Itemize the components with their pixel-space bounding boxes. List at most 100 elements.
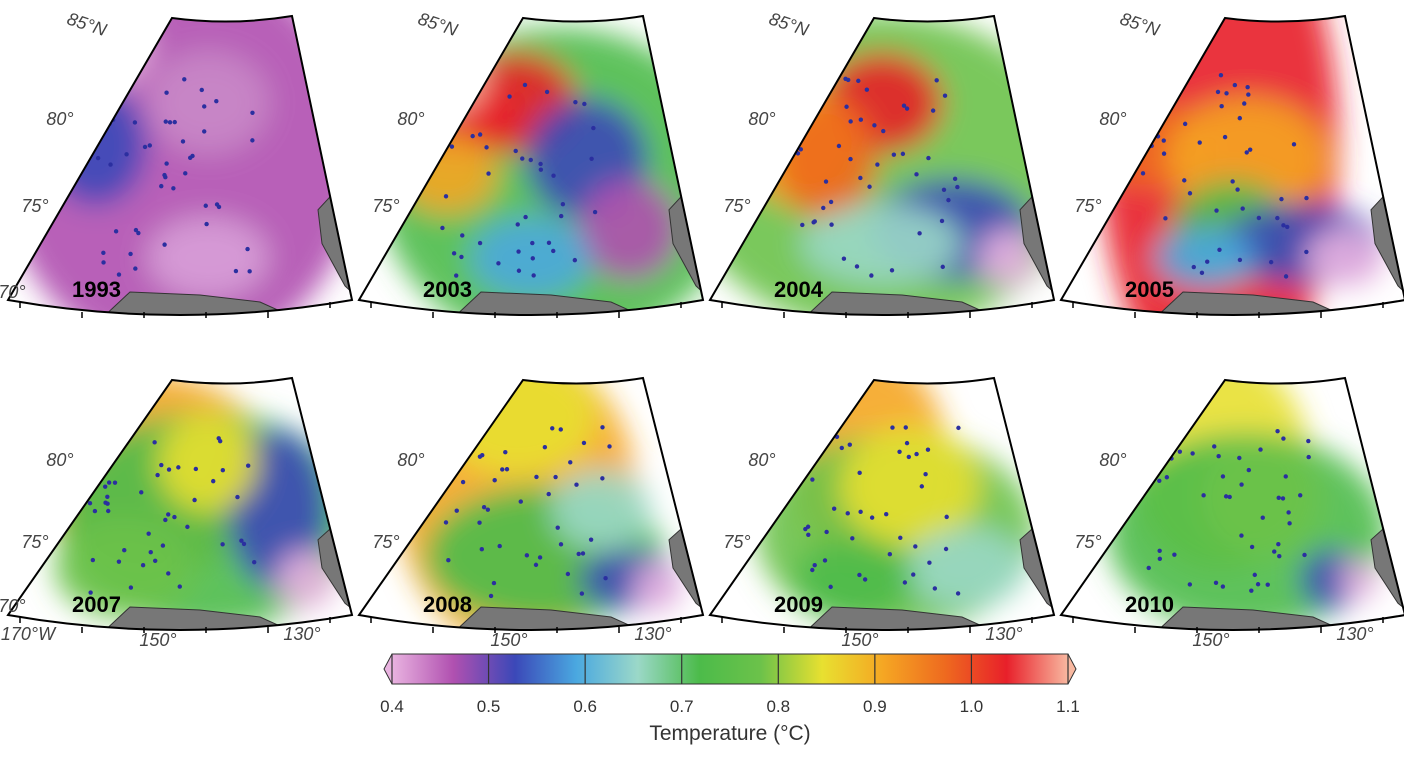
station: [520, 156, 525, 161]
station: [1283, 274, 1289, 279]
lat-label: 75°: [723, 532, 750, 552]
station: [600, 476, 605, 481]
station: [470, 133, 475, 139]
station: [558, 542, 564, 547]
station: [1237, 115, 1242, 121]
station: [88, 590, 93, 595]
station: [477, 132, 483, 137]
station: [481, 505, 487, 510]
station: [113, 229, 119, 234]
station: [1287, 521, 1292, 526]
station: [202, 129, 207, 134]
station: [839, 445, 845, 451]
station: [560, 201, 566, 207]
lat-label: 85°N: [1118, 9, 1163, 41]
station: [106, 480, 112, 485]
station: [841, 256, 847, 261]
station: [538, 161, 543, 167]
station: [607, 444, 612, 449]
station: [1164, 475, 1170, 480]
colorbar-tick-label: 0.6: [573, 697, 597, 716]
station: [1281, 223, 1286, 228]
station: [572, 257, 578, 263]
temp-blob: [840, 425, 980, 546]
station: [172, 119, 177, 125]
station: [452, 76, 458, 81]
station: [864, 87, 870, 92]
station: [192, 497, 197, 503]
lat-label: 75°: [372, 532, 399, 552]
station: [926, 155, 931, 161]
station: [443, 194, 449, 199]
station: [1239, 482, 1244, 487]
year-label: 2005: [1125, 277, 1174, 302]
station: [452, 86, 458, 91]
station: [112, 480, 118, 485]
station: [829, 222, 834, 227]
station: [1145, 483, 1150, 488]
station: [1182, 178, 1187, 183]
station: [858, 117, 864, 122]
station: [140, 563, 146, 568]
station: [546, 240, 552, 246]
station: [524, 553, 530, 558]
station: [812, 219, 817, 224]
station: [122, 547, 127, 553]
station: [139, 490, 144, 495]
station: [523, 214, 528, 220]
station: [952, 176, 958, 182]
station: [1237, 455, 1242, 461]
station: [1161, 427, 1167, 432]
map-outline: [6, 14, 354, 316]
station: [558, 427, 563, 432]
year-label: 2003: [423, 277, 472, 302]
station: [1146, 565, 1151, 571]
station: [167, 120, 173, 125]
station: [955, 591, 961, 596]
station: [159, 462, 164, 468]
station: [1246, 467, 1252, 473]
lon-label: 150°: [490, 630, 527, 650]
lat-label: 75°: [21, 196, 48, 216]
station: [1275, 215, 1280, 221]
station: [869, 273, 874, 278]
station: [128, 251, 133, 257]
temp-blob: [158, 412, 258, 513]
station: [546, 491, 551, 497]
station: [1280, 496, 1286, 501]
station: [133, 266, 138, 271]
station: [809, 455, 815, 460]
lat-label: 80°: [748, 109, 775, 129]
station: [844, 104, 849, 109]
station: [1272, 549, 1277, 554]
station: [442, 103, 448, 108]
station: [890, 425, 895, 430]
lon-label: 150°: [139, 630, 176, 650]
station: [101, 449, 107, 454]
station: [919, 484, 925, 489]
station: [1304, 249, 1309, 255]
station: [250, 110, 255, 116]
station: [900, 151, 906, 157]
station: [836, 143, 842, 149]
field: [710, 16, 1054, 315]
station: [1291, 142, 1297, 147]
station: [204, 221, 209, 227]
station: [1220, 584, 1226, 589]
station: [858, 175, 863, 181]
map-outline: [708, 376, 1056, 631]
station: [857, 470, 862, 476]
station: [914, 172, 919, 177]
station: [940, 264, 945, 270]
station: [454, 273, 459, 278]
station: [1219, 103, 1224, 109]
station: [97, 468, 102, 473]
colorbar-tick-label: 0.7: [670, 697, 694, 716]
lat-label: 85°N: [65, 9, 110, 41]
lat-label: 75°: [21, 532, 48, 552]
station: [217, 438, 223, 444]
station: [531, 273, 536, 278]
station: [939, 218, 945, 224]
station: [904, 440, 910, 446]
station: [250, 138, 255, 143]
